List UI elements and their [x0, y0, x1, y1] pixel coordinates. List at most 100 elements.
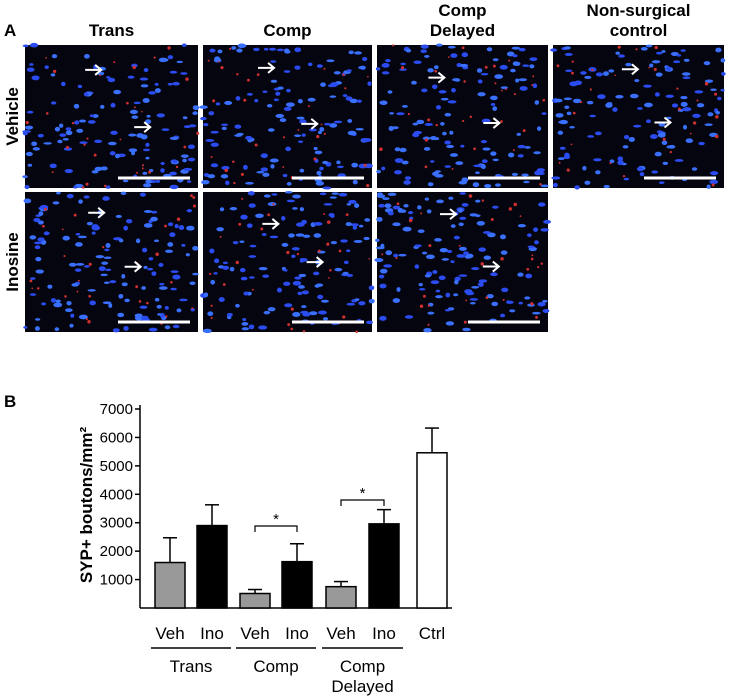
- nucleus: [145, 179, 153, 184]
- synapse: [119, 138, 122, 141]
- nucleus: [68, 262, 77, 267]
- nucleus: [542, 299, 548, 303]
- nucleus: [135, 238, 141, 244]
- nucleus: [375, 238, 380, 242]
- nucleus: [275, 113, 285, 118]
- nucleus: [419, 287, 426, 291]
- nucleus: [387, 90, 393, 94]
- nucleus: [75, 233, 81, 236]
- nucleus: [475, 171, 480, 175]
- nucleus: [351, 162, 359, 168]
- nucleus: [54, 327, 60, 332]
- nucleus: [698, 141, 705, 146]
- panel-label: A: [4, 21, 16, 40]
- synapse: [256, 73, 260, 77]
- group-label-line: Comp: [253, 657, 298, 676]
- nucleus: [445, 292, 451, 298]
- nucleus: [551, 176, 561, 180]
- nucleus: [651, 170, 659, 174]
- nucleus: [142, 171, 148, 175]
- nucleus: [605, 102, 613, 108]
- nucleus: [232, 240, 239, 245]
- synapse: [224, 168, 228, 173]
- nucleus: [392, 222, 401, 227]
- nucleus: [170, 287, 177, 291]
- nucleus: [65, 308, 73, 313]
- nucleus: [331, 192, 339, 195]
- nucleus: [388, 126, 394, 131]
- nucleus: [50, 73, 56, 77]
- nucleus: [446, 249, 453, 253]
- synapse: [45, 112, 49, 115]
- group-label: Comp: [253, 657, 298, 676]
- nucleus: [169, 184, 179, 190]
- nucleus: [435, 289, 441, 293]
- nucleus: [352, 225, 358, 230]
- nucleus: [564, 105, 570, 109]
- nucleus: [154, 88, 161, 93]
- synapse: [484, 65, 488, 69]
- nucleus: [423, 147, 431, 151]
- nucleus: [617, 160, 624, 166]
- synapse: [287, 323, 291, 327]
- nucleus: [86, 221, 93, 226]
- arrow: [134, 121, 152, 133]
- nucleus: [283, 106, 292, 111]
- nucleus: [50, 101, 57, 105]
- synapse: [493, 64, 496, 68]
- nucleus: [207, 174, 216, 179]
- nucleus: [74, 268, 82, 272]
- nucleus: [476, 68, 483, 73]
- column-header-line: Comp: [438, 1, 486, 20]
- nucleus: [66, 193, 74, 199]
- nucleus: [490, 103, 496, 107]
- nucleus: [615, 51, 620, 55]
- nucleus: [266, 103, 273, 108]
- nucleus: [128, 133, 137, 137]
- synapse: [537, 265, 540, 269]
- nucleus: [157, 313, 162, 316]
- synapse: [676, 87, 679, 90]
- nucleus: [463, 251, 469, 256]
- synapse: [326, 242, 330, 246]
- nucleus: [129, 109, 138, 115]
- nucleus: [246, 92, 253, 96]
- row-label: Vehicle: [3, 87, 22, 146]
- nucleus: [31, 75, 40, 81]
- nucleus: [400, 62, 406, 66]
- nucleus: [159, 282, 165, 286]
- nucleus: [322, 160, 329, 165]
- nucleus: [297, 98, 303, 104]
- nucleus: [275, 91, 281, 96]
- nucleus: [668, 144, 676, 149]
- nucleus: [131, 150, 136, 156]
- synapse: [87, 320, 91, 324]
- synapse: [363, 163, 367, 167]
- synapse: [400, 66, 405, 70]
- nucleus: [461, 177, 469, 183]
- synapse: [526, 267, 530, 271]
- bar: [154, 561, 186, 609]
- nucleus: [534, 240, 539, 245]
- nucleus: [54, 126, 61, 132]
- nucleus: [269, 158, 279, 163]
- nucleus: [517, 144, 526, 149]
- nucleus: [176, 60, 183, 64]
- nucleus: [62, 138, 69, 141]
- synapse: [217, 60, 220, 63]
- synapse: [508, 207, 513, 211]
- synapse: [502, 298, 505, 301]
- nucleus: [182, 158, 187, 163]
- nucleus: [365, 138, 372, 142]
- y-tick-label: 6000: [100, 429, 133, 446]
- nucleus: [167, 222, 174, 227]
- synapse: [76, 290, 79, 293]
- column-header-line: Trans: [89, 21, 134, 40]
- synapse: [146, 301, 149, 305]
- nucleus: [381, 63, 390, 68]
- nucleus: [413, 130, 422, 135]
- nucleus: [439, 248, 448, 253]
- nucleus: [424, 197, 429, 201]
- nucleus: [518, 301, 523, 305]
- synapse: [290, 307, 294, 311]
